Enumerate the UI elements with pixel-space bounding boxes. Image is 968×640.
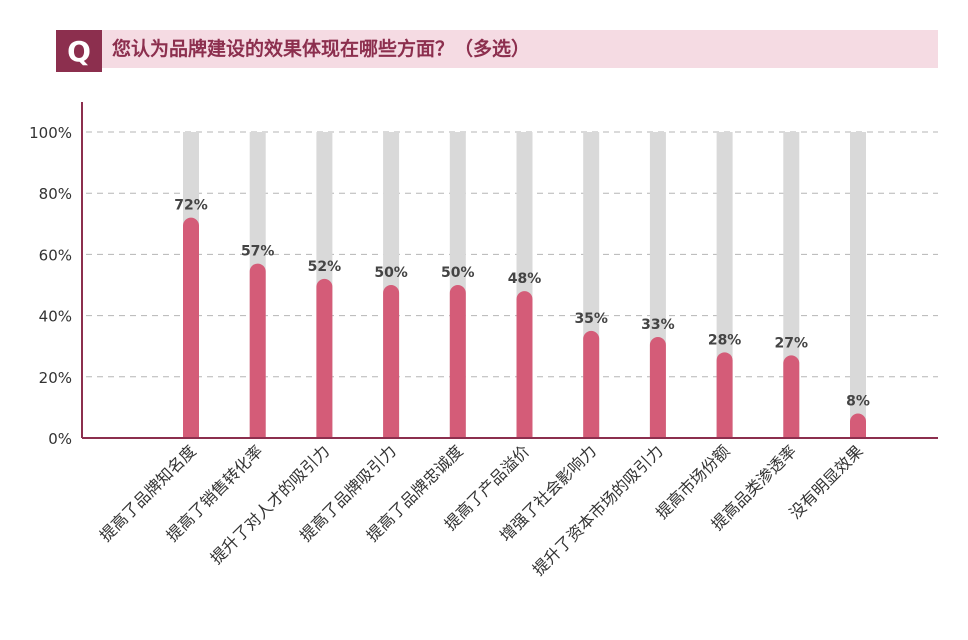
- data-label: 33%: [641, 317, 675, 333]
- question-badge: Q: [56, 30, 102, 72]
- bar: [449, 285, 466, 438]
- bar: [716, 352, 733, 438]
- data-label: 50%: [441, 265, 475, 281]
- y-tick-label: 60%: [39, 246, 72, 264]
- question-title: 您认为品牌建设的效果体现在哪些方面？（多选）: [112, 38, 531, 60]
- x-tick-label: 提升了对人才的吸引力: [207, 441, 334, 568]
- bar: [850, 413, 866, 438]
- y-tick-label: 40%: [39, 308, 72, 326]
- y-tick-label: 100%: [29, 124, 72, 142]
- y-tick-label: 80%: [39, 185, 72, 203]
- data-label: 50%: [374, 265, 408, 281]
- bar: [783, 355, 800, 438]
- data-label: 48%: [508, 271, 542, 287]
- data-label: 8%: [846, 394, 870, 410]
- data-label: 72%: [174, 198, 208, 214]
- bar: [583, 330, 600, 438]
- bar-track: [850, 132, 866, 438]
- data-label: 27%: [775, 335, 809, 351]
- bar: [516, 291, 533, 438]
- bar: [649, 337, 666, 438]
- bar: [316, 278, 333, 438]
- x-tick-label: 提升了资本市场的吸引力: [529, 441, 667, 579]
- y-tick-label: 20%: [39, 369, 72, 387]
- data-label: 57%: [241, 244, 275, 260]
- y-tick-label: 0%: [48, 430, 72, 448]
- data-label: 52%: [308, 259, 342, 275]
- data-label: 28%: [708, 332, 742, 348]
- data-label: 35%: [574, 311, 608, 327]
- question-header-bar: [56, 30, 938, 68]
- bar: [249, 263, 266, 438]
- bar: [183, 217, 199, 438]
- bar: [383, 285, 400, 438]
